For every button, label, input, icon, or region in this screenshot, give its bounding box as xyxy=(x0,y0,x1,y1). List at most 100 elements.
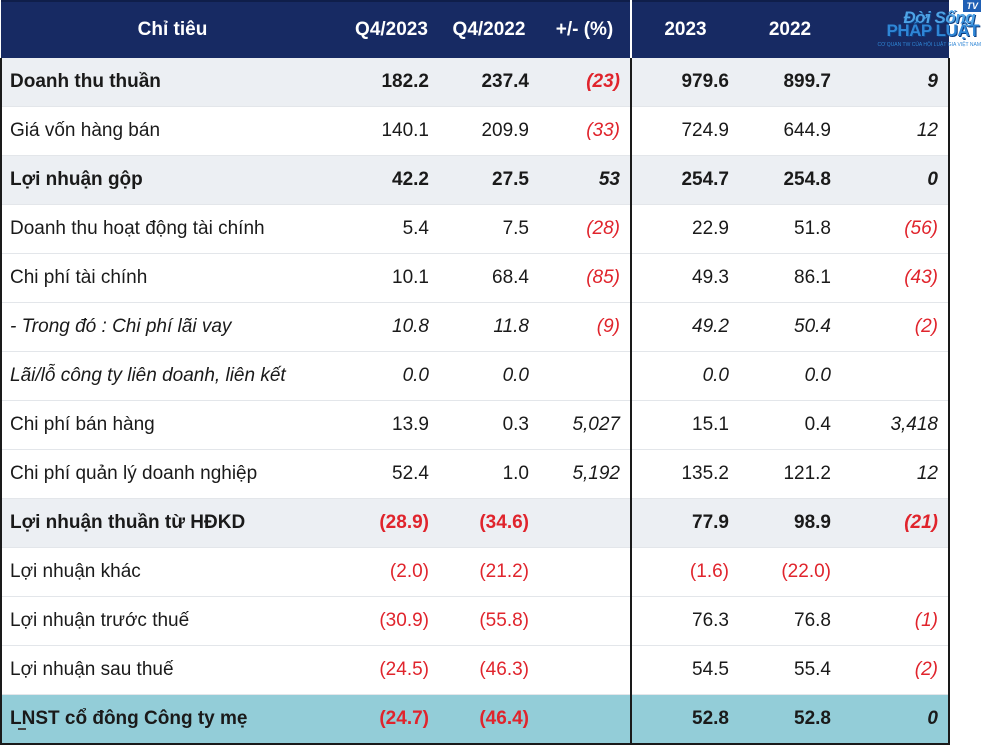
row-label: - Trong đó : Chi phí lãi vay xyxy=(0,302,344,352)
header-col-change-quarter: +/- (%) xyxy=(539,0,632,58)
header-col-2022: 2022 xyxy=(739,0,841,58)
cell-q4-2023: 13.9 xyxy=(344,400,439,450)
cell-2023: 254.7 xyxy=(631,155,739,205)
header-col-change-year xyxy=(841,0,949,58)
cell-q4-2022: (34.6) xyxy=(439,498,539,548)
row-label: Lợi nhuận khác xyxy=(0,547,344,597)
financial-table-container: Chỉ tiêu Q4/2023 Q4/2022 +/- (%) 2023 20… xyxy=(0,0,950,745)
cell-change-year: (21) xyxy=(841,498,950,548)
cell-2022: 0.0 xyxy=(739,351,841,401)
cell-change-year xyxy=(841,547,950,597)
table-row: Chi phí tài chính 10.1 68.4 (85) 49.3 86.1 (43… xyxy=(0,253,950,303)
cell-2022: 121.2 xyxy=(739,449,841,499)
cell-q4-2022: (55.8) xyxy=(439,596,539,646)
cell-change-year: (1) xyxy=(841,596,950,646)
cell-q4-2023: 52.4 xyxy=(344,449,439,499)
cell-2022: 86.1 xyxy=(739,253,841,303)
cell-q4-2022: 1.0 xyxy=(439,449,539,499)
cell-2023: 77.9 xyxy=(631,498,739,548)
cell-2022: (22.0) xyxy=(739,547,841,597)
cell-2023: 54.5 xyxy=(631,645,739,695)
decorative-mark xyxy=(18,728,26,730)
cell-2022: 98.9 xyxy=(739,498,841,548)
cell-change-quarter xyxy=(539,645,632,695)
cell-2023: 76.3 xyxy=(631,596,739,646)
cell-q4-2023: 10.1 xyxy=(344,253,439,303)
cell-q4-2022: 0.3 xyxy=(439,400,539,450)
cell-q4-2022: 237.4 xyxy=(439,58,539,107)
table-row: Chi phí quản lý doanh nghiệp 52.4 1.0 5,192… xyxy=(0,449,950,499)
table-row: Lợi nhuận khác (2.0) (21.2) (1.6) (22.0) xyxy=(0,547,950,597)
row-label: Lợi nhuận trước thuế xyxy=(0,596,344,646)
table-row: Chi phí bán hàng 13.9 0.3 5,027 15.1 0.4 3,418 xyxy=(0,400,950,450)
cell-q4-2022: 11.8 xyxy=(439,302,539,352)
cell-q4-2022: 7.5 xyxy=(439,204,539,254)
header-col-q4-2022: Q4/2022 xyxy=(439,0,539,58)
table-row: LNST cổ đông Công ty mẹ (24.7) (46.4) 52.8 5… xyxy=(0,694,950,745)
row-label: Doanh thu hoạt động tài chính xyxy=(0,204,344,254)
cell-change-quarter xyxy=(539,596,632,646)
table-row: Doanh thu hoạt động tài chính 5.4 7.5 (28) 2… xyxy=(0,204,950,254)
cell-q4-2022: 209.9 xyxy=(439,106,539,156)
cell-2022: 644.9 xyxy=(739,106,841,156)
cell-q4-2023: (28.9) xyxy=(344,498,439,548)
cell-change-quarter: (85) xyxy=(539,253,632,303)
row-label: Chi phí tài chính xyxy=(0,253,344,303)
row-label: Lợi nhuận sau thuế xyxy=(0,645,344,695)
cell-2023: 724.9 xyxy=(631,106,739,156)
cell-change-quarter: 5,027 xyxy=(539,400,632,450)
cell-2023: 0.0 xyxy=(631,351,739,401)
cell-change-quarter: 53 xyxy=(539,155,632,205)
logo-tagline: CƠ QUAN TW CỦA HỘI LUẬT GIA VIỆT NAM xyxy=(877,42,981,48)
cell-change-quarter: (9) xyxy=(539,302,632,352)
cell-2022: 50.4 xyxy=(739,302,841,352)
cell-q4-2022: 0.0 xyxy=(439,351,539,401)
cell-2023: 15.1 xyxy=(631,400,739,450)
cell-q4-2023: (2.0) xyxy=(344,547,439,597)
table-header-row: Chỉ tiêu Q4/2023 Q4/2022 +/- (%) 2023 20… xyxy=(1,0,949,58)
cell-2023: 135.2 xyxy=(631,449,739,499)
cell-2022: 76.8 xyxy=(739,596,841,646)
cell-change-quarter: (33) xyxy=(539,106,632,156)
cell-change-year: (43) xyxy=(841,253,950,303)
logo-line-1: Đời Sống xyxy=(903,8,975,27)
table-row: - Trong đó : Chi phí lãi vay 10.8 11.8 (9) 4… xyxy=(0,302,950,352)
cell-2022: 254.8 xyxy=(739,155,841,205)
row-label: Chi phí quản lý doanh nghiệp xyxy=(0,449,344,499)
cell-2022: 899.7 xyxy=(739,58,841,107)
table-row: Lợi nhuận thuần từ HĐKD (28.9) (34.6) 77.9 9… xyxy=(0,498,950,548)
cell-q4-2022: 27.5 xyxy=(439,155,539,205)
table-row: Giá vốn hàng bán 140.1 209.9 (33) 724.9 644.9… xyxy=(0,106,950,156)
row-label: Chi phí bán hàng xyxy=(0,400,344,450)
table-body: Doanh thu thuần 182.2 237.4 (23) 979.6 899.7 9… xyxy=(0,58,950,745)
logo-tv-badge: TV xyxy=(963,0,981,12)
cell-change-quarter: (23) xyxy=(539,58,632,107)
table-row: Lãi/lỗ công ty liên doanh, liên kết 0.0 0.… xyxy=(0,351,950,401)
cell-2022: 55.4 xyxy=(739,645,841,695)
header-col-q4-2023: Q4/2023 xyxy=(344,0,439,58)
header-label: Chỉ tiêu xyxy=(1,0,344,58)
header-col-2023: 2023 xyxy=(631,0,739,58)
brand-logo: TV Đời Sống PHÁP LUẬT CƠ QUAN TW CỦA HỘI… xyxy=(873,0,983,54)
cell-q4-2023: 182.2 xyxy=(344,58,439,107)
cell-q4-2022: 68.4 xyxy=(439,253,539,303)
cell-2022: 51.8 xyxy=(739,204,841,254)
cell-q4-2023: 10.8 xyxy=(344,302,439,352)
cell-q4-2023: 140.1 xyxy=(344,106,439,156)
cell-q4-2023: 0.0 xyxy=(344,351,439,401)
row-label: Giá vốn hàng bán xyxy=(0,106,344,156)
cell-2023: 49.3 xyxy=(631,253,739,303)
cell-q4-2022: (21.2) xyxy=(439,547,539,597)
cell-change-year: 12 xyxy=(841,106,950,156)
logo-line-2: PHÁP LUẬT xyxy=(886,21,980,40)
table-row: Lợi nhuận gộp 42.2 27.5 53 254.7 254.8 0 xyxy=(0,155,950,205)
row-label: Doanh thu thuần xyxy=(0,58,344,107)
cell-change-year: (2) xyxy=(841,645,950,695)
cell-q4-2022: (46.3) xyxy=(439,645,539,695)
row-label: Lợi nhuận gộp xyxy=(0,155,344,205)
financial-results-table: Chỉ tiêu Q4/2023 Q4/2022 +/- (%) 2023 20… xyxy=(0,0,950,745)
cell-change-year: 9 xyxy=(841,58,950,107)
cell-q4-2023: (24.7) xyxy=(344,694,439,745)
cell-change-year: 12 xyxy=(841,449,950,499)
cell-change-year xyxy=(841,351,950,401)
